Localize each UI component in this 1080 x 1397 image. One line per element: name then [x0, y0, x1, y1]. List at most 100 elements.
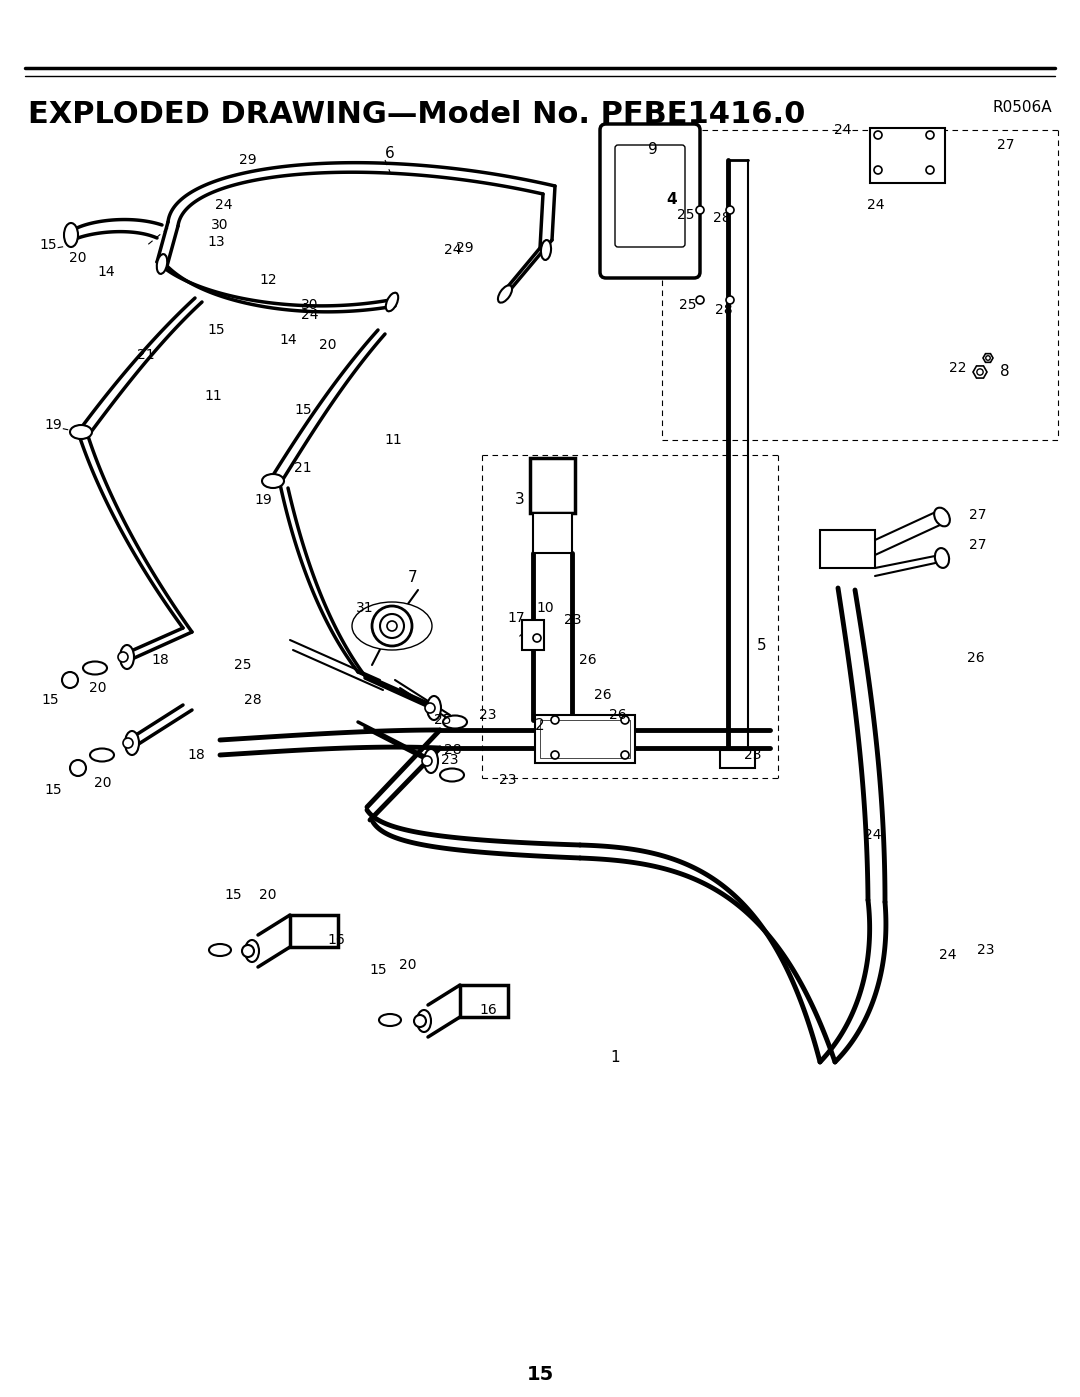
Text: 30: 30 — [212, 218, 229, 232]
Text: 23: 23 — [744, 747, 761, 761]
Text: 16: 16 — [327, 933, 345, 947]
Circle shape — [380, 615, 404, 638]
Text: 5: 5 — [757, 637, 767, 652]
Circle shape — [874, 131, 882, 138]
Text: 20: 20 — [69, 251, 86, 265]
Text: 28: 28 — [244, 693, 261, 707]
Text: 30: 30 — [301, 298, 319, 312]
Circle shape — [426, 703, 435, 712]
Ellipse shape — [262, 474, 284, 488]
Ellipse shape — [934, 507, 949, 527]
Ellipse shape — [541, 240, 551, 260]
Circle shape — [372, 606, 411, 645]
Text: 28: 28 — [713, 211, 731, 225]
Text: 24: 24 — [444, 243, 462, 257]
Text: 7: 7 — [408, 570, 418, 585]
Text: 26: 26 — [594, 687, 611, 703]
Text: 25: 25 — [434, 712, 451, 726]
Text: 20: 20 — [320, 338, 337, 352]
Text: 29: 29 — [456, 242, 474, 256]
Bar — [630, 203, 652, 215]
Circle shape — [551, 752, 559, 759]
Ellipse shape — [386, 293, 399, 312]
Circle shape — [414, 1016, 426, 1027]
Text: 28: 28 — [444, 743, 462, 757]
Circle shape — [926, 166, 934, 175]
Circle shape — [118, 652, 129, 662]
Circle shape — [70, 760, 86, 775]
Text: 24: 24 — [864, 828, 881, 842]
Ellipse shape — [70, 425, 92, 439]
Ellipse shape — [83, 662, 107, 675]
Text: 26: 26 — [968, 651, 985, 665]
Circle shape — [696, 296, 704, 305]
Text: 28: 28 — [715, 303, 733, 317]
Polygon shape — [973, 366, 987, 379]
Text: 15: 15 — [369, 963, 387, 977]
FancyBboxPatch shape — [600, 124, 700, 278]
Text: 15: 15 — [44, 782, 62, 798]
Text: 25: 25 — [679, 298, 697, 312]
Bar — [460, 985, 508, 1017]
Text: 25: 25 — [234, 658, 252, 672]
Text: 13: 13 — [207, 235, 225, 249]
Ellipse shape — [379, 1014, 401, 1025]
Ellipse shape — [440, 768, 464, 781]
Circle shape — [976, 369, 983, 376]
Polygon shape — [983, 353, 993, 362]
Circle shape — [242, 944, 254, 957]
Ellipse shape — [120, 645, 134, 669]
Circle shape — [534, 634, 541, 643]
Text: 26: 26 — [579, 652, 597, 666]
Text: 23: 23 — [480, 708, 497, 722]
Circle shape — [874, 166, 882, 175]
Text: 24: 24 — [867, 198, 885, 212]
Text: 27: 27 — [969, 538, 987, 552]
Text: 24: 24 — [940, 949, 957, 963]
Text: 23: 23 — [564, 613, 582, 627]
Text: 8: 8 — [1000, 365, 1010, 380]
Text: 12: 12 — [259, 272, 276, 286]
Ellipse shape — [157, 254, 167, 274]
Bar — [870, 129, 945, 183]
Text: 11: 11 — [204, 388, 221, 402]
Text: 11: 11 — [384, 433, 402, 447]
Ellipse shape — [417, 1010, 431, 1032]
Ellipse shape — [90, 749, 114, 761]
Text: 9: 9 — [648, 142, 658, 158]
Text: 29: 29 — [239, 154, 257, 168]
Ellipse shape — [427, 696, 441, 719]
Ellipse shape — [245, 940, 259, 963]
Text: 1: 1 — [610, 1051, 620, 1066]
Text: 6: 6 — [386, 145, 395, 161]
Bar — [530, 458, 575, 513]
Text: EXPLODED DRAWING—Model No. PFBE1416.0: EXPLODED DRAWING—Model No. PFBE1416.0 — [28, 101, 806, 129]
Text: 16: 16 — [480, 1003, 497, 1017]
Circle shape — [422, 756, 432, 766]
Text: 20: 20 — [400, 958, 417, 972]
Text: 23: 23 — [442, 753, 459, 767]
Text: 27: 27 — [969, 509, 987, 522]
Circle shape — [62, 672, 78, 687]
Text: 2: 2 — [536, 718, 544, 732]
Bar — [535, 715, 635, 763]
Text: 15: 15 — [39, 237, 57, 251]
Text: 15: 15 — [526, 1365, 554, 1384]
Text: 22: 22 — [949, 360, 967, 374]
Text: 18: 18 — [151, 652, 168, 666]
Text: 27: 27 — [997, 138, 1015, 152]
Text: 10: 10 — [536, 601, 554, 615]
Text: R0506A: R0506A — [993, 101, 1052, 115]
Text: 3: 3 — [515, 493, 525, 507]
Text: 19: 19 — [254, 493, 272, 507]
Circle shape — [387, 622, 397, 631]
Text: 24: 24 — [215, 198, 233, 212]
Ellipse shape — [935, 548, 949, 569]
Ellipse shape — [125, 731, 139, 754]
Text: 15: 15 — [294, 402, 312, 416]
Circle shape — [551, 717, 559, 724]
Text: 26: 26 — [609, 708, 626, 722]
Text: 23: 23 — [499, 773, 516, 787]
Text: 20: 20 — [94, 775, 111, 789]
Text: 14: 14 — [280, 332, 297, 346]
